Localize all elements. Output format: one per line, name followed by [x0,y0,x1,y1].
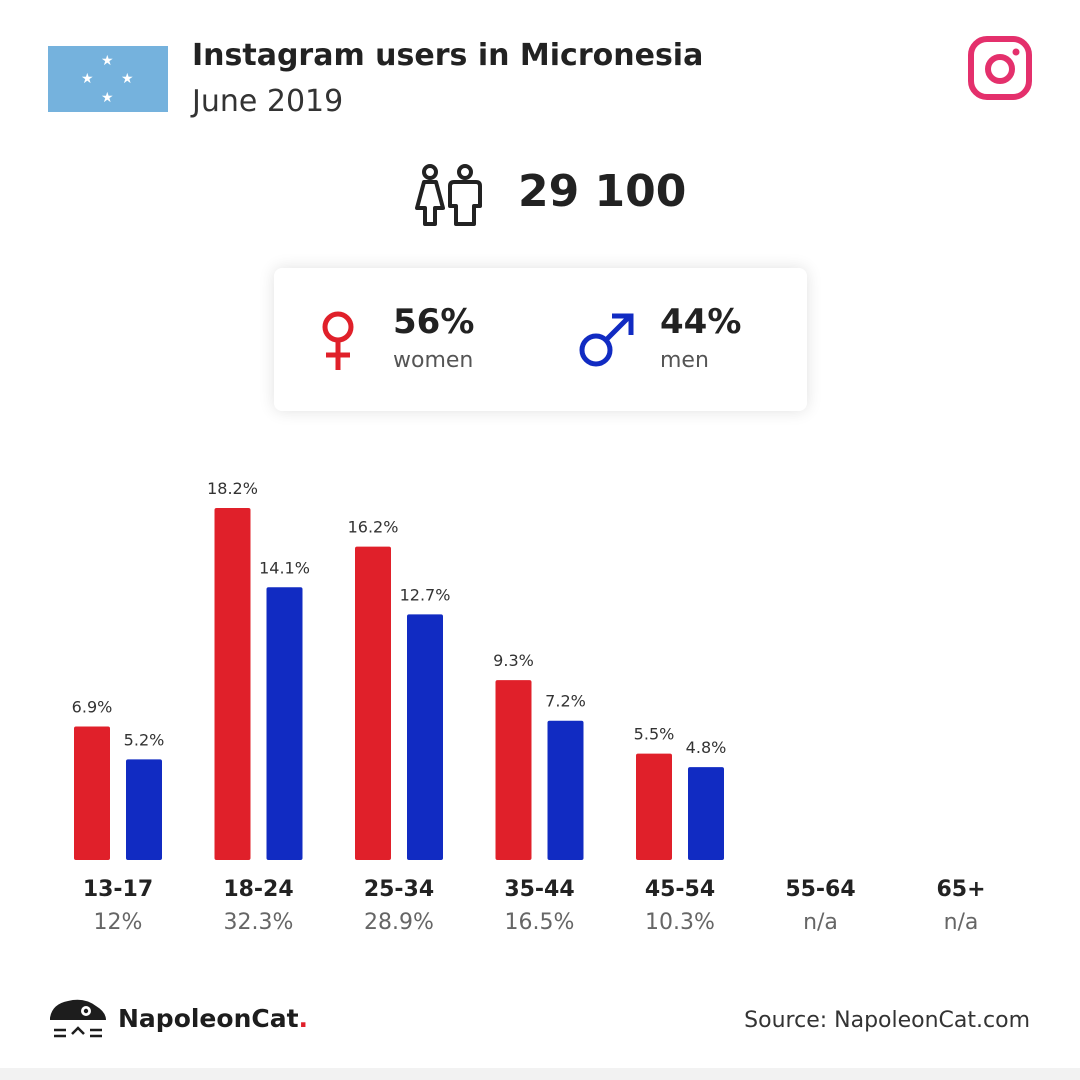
bar-value-label: 5.5% [634,725,675,744]
men-label: men [660,348,709,373]
bar-women-25-34 [355,546,391,860]
female-symbol-icon [322,311,354,370]
bar-value-label: 4.8% [686,738,727,757]
country-flag: ★ ★ ★ ★ [48,46,168,112]
bar-value-label: 9.3% [493,651,534,670]
source-credit: Source: NapoleonCat.com [744,1008,1030,1033]
page-subtitle: June 2019 [192,84,344,119]
bar-value-label: 16.2% [348,518,399,537]
age-category-label: 13-17 [82,877,154,902]
bar-value-label: 18.2% [207,479,258,498]
age-group-total: n/a [803,910,838,935]
age-group-total: 28.9% [364,910,434,935]
page-title: Instagram users in Micronesia [192,38,704,73]
flag-star-icon: ★ [81,71,94,87]
gender-summary-card: 56% women 44% men [274,268,807,411]
women-percentage: 56% [393,302,475,342]
age-group-total: 16.5% [504,910,575,935]
age-category-label: 45-54 [644,877,716,902]
age-category-label: 35-44 [504,877,575,902]
bar-value-label: 14.1% [259,558,310,577]
age-group-total: 12% [93,910,143,935]
bar-men-25-34 [407,614,443,860]
bottom-divider [0,1068,1080,1080]
instagram-icon [968,36,1032,100]
women-label: women [393,348,474,373]
age-group-total: 32.3% [223,910,294,935]
flag-star-icon: ★ [101,90,114,106]
age-group-total: n/a [943,910,979,935]
age-category-label: 55-64 [785,877,856,902]
bar-men-13-17 [126,759,162,860]
brand-dot: . [298,1004,309,1033]
bar-value-label: 12.7% [400,585,451,604]
age-gender-bar-chart: 6.9% 5.2% 18.2% 14.1% 16.2% 12.7% 9.3% 7.2% 5.5%… [72,479,727,860]
bar-value-label: 6.9% [72,698,113,717]
bar-men-18-24 [266,587,303,860]
age-category-label: 25-34 [363,877,435,902]
bar-value-label: 5.2% [124,730,165,749]
age-category-label: 65+ [936,877,986,902]
bar-women-35-44 [495,680,532,860]
brand-name: NapoleonCat. [118,1004,309,1033]
bar-women-13-17 [74,726,110,860]
flag-star-icon: ★ [121,71,134,87]
bar-men-35-44 [547,720,584,860]
age-group-total: 10.3% [645,910,715,935]
male-symbol-icon [579,313,634,367]
age-category-label: 18-24 [223,877,294,902]
users-icon [415,164,482,226]
napoleoncat-logo-icon [50,999,106,1038]
total-users-count: 29 100 [518,166,687,217]
men-percentage: 44% [660,302,742,342]
bar-women-45-54 [636,753,672,860]
bar-women-18-24 [214,508,251,860]
flag-star-icon: ★ [101,53,114,69]
bar-value-label: 7.2% [545,692,586,711]
bar-men-45-54 [688,767,724,860]
